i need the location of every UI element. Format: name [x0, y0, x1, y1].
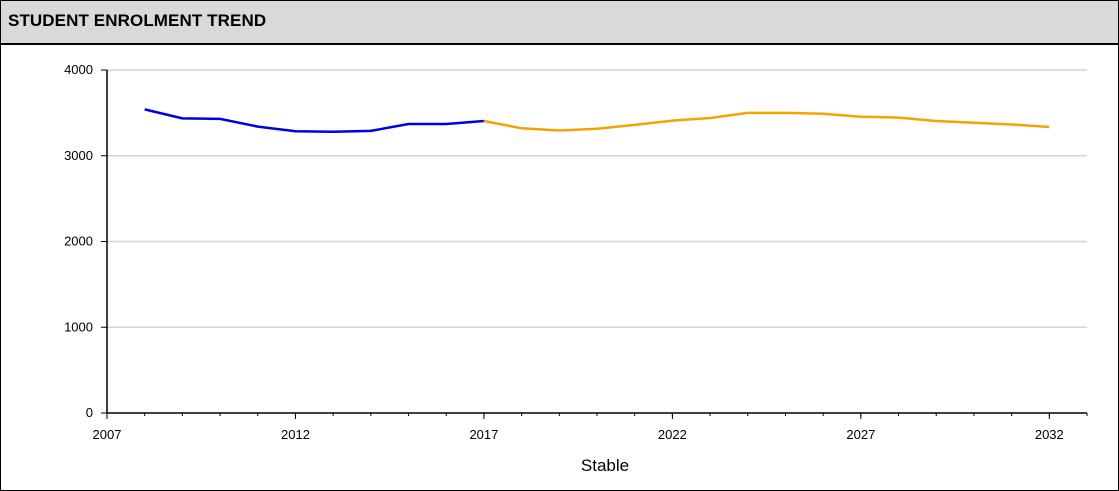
- x-tick-label: 2027: [846, 427, 875, 442]
- x-axis-title: Stable: [581, 456, 629, 475]
- y-tick-label: 4000: [64, 62, 93, 77]
- x-tick-label: 2012: [281, 427, 310, 442]
- x-tick-label: 2007: [93, 427, 122, 442]
- y-tick-label: 0: [86, 405, 93, 420]
- chart-header: STUDENT ENROLMENT TREND: [1, 1, 1118, 45]
- chart-title: STUDENT ENROLMENT TREND: [8, 11, 267, 30]
- x-tick-label: 2017: [469, 427, 498, 442]
- x-tick-label: 2032: [1035, 427, 1064, 442]
- y-tick-label: 3000: [64, 148, 93, 163]
- series-line-1: [144, 108, 484, 133]
- y-tick-label: 2000: [64, 234, 93, 249]
- series-line-2: [483, 111, 1050, 132]
- y-tick-label: 1000: [64, 319, 93, 334]
- x-tick-label: 2022: [658, 427, 687, 442]
